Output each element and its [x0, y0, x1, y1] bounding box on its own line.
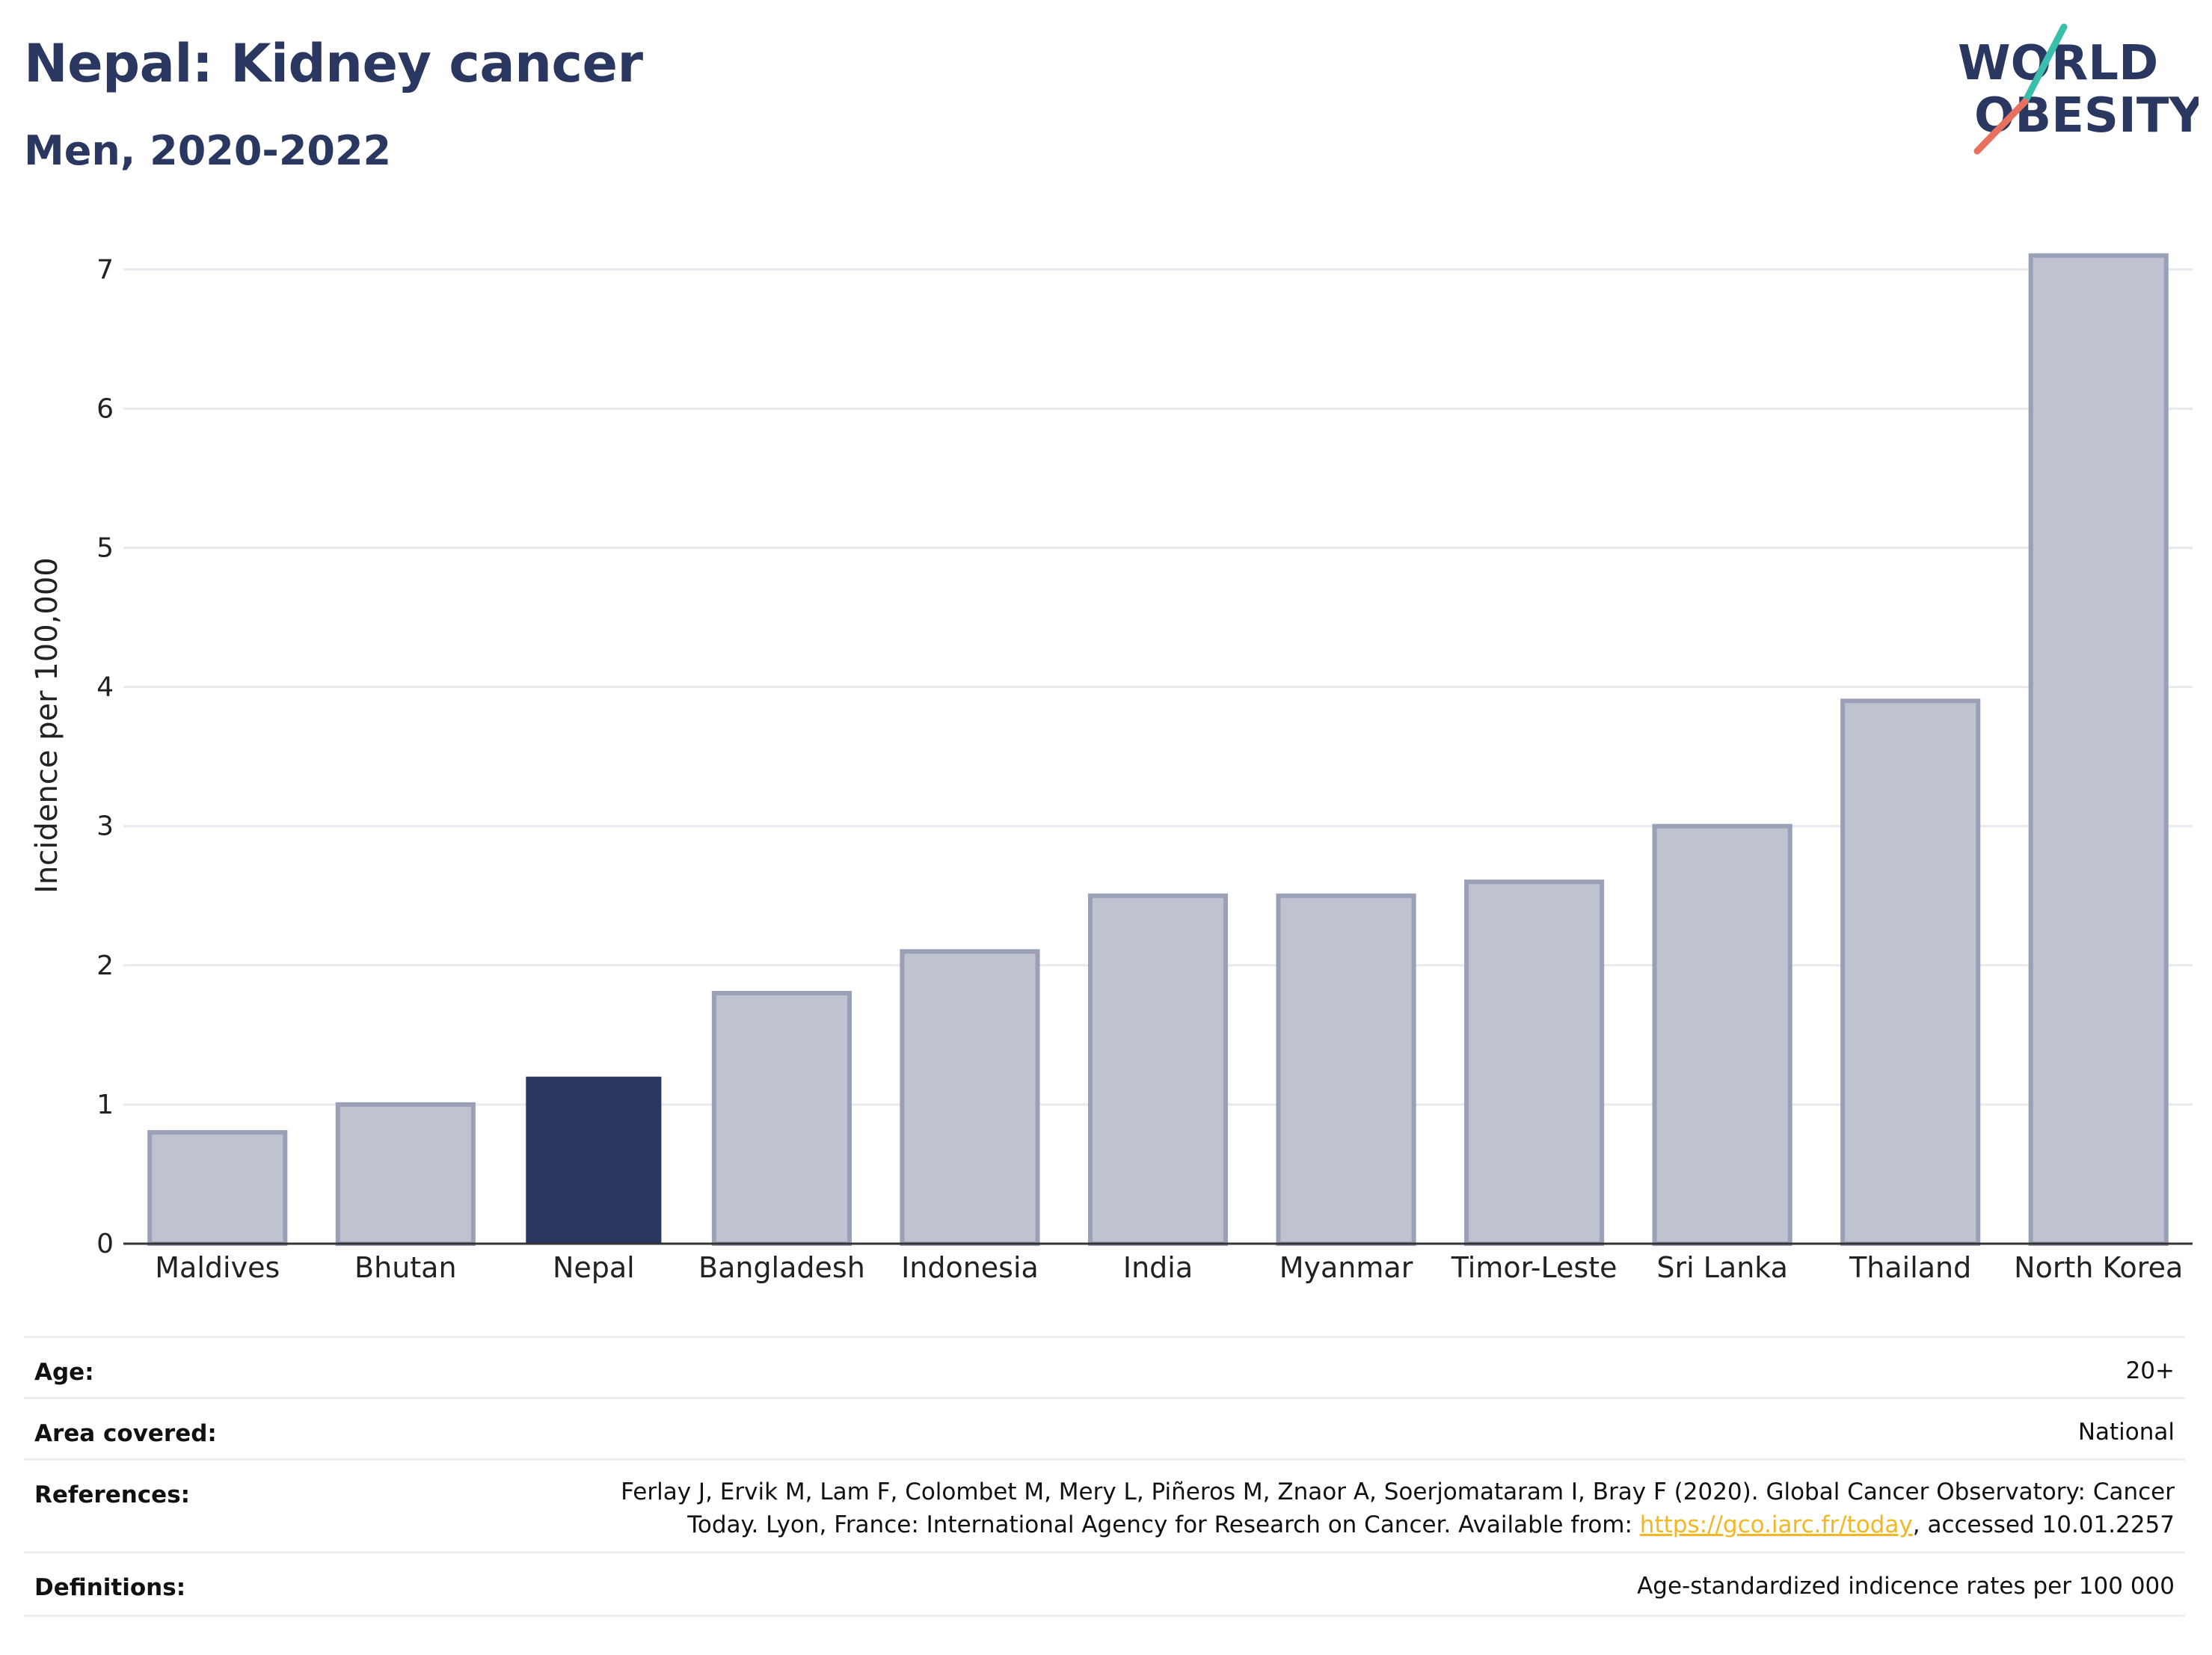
references-line2-pre: Today. Lyon, France: International Agenc…: [687, 1511, 1640, 1538]
bar-north-korea: [2028, 253, 2169, 1247]
bar-indonesia: [900, 949, 1040, 1246]
x-tick-label: Bangladesh: [698, 1251, 865, 1284]
bar-india: [1087, 893, 1229, 1246]
references-label: References:: [34, 1481, 191, 1508]
x-tick-label: North Korea: [2014, 1251, 2183, 1284]
references-line2-post: , accessed 10.01.2257: [1912, 1511, 2175, 1538]
y-tick-label: 7: [96, 254, 114, 285]
logo-slash-teal: [2021, 23, 2068, 105]
y-tick-label: 3: [96, 811, 114, 842]
bar-myanmar: [1276, 893, 1416, 1246]
area-value: National: [2077, 1419, 2175, 1446]
bar-thailand: [1840, 698, 1981, 1246]
x-tick-label: Timor-Leste: [1451, 1251, 1617, 1284]
meta-row-area: Area covered: National: [24, 1397, 2185, 1461]
logo-slash-coral: [1973, 98, 2029, 155]
y-tick-label: 4: [96, 672, 114, 703]
meta-row-age: Age: 20+: [24, 1336, 2185, 1399]
page-title: Nepal: Kidney cancer: [24, 33, 643, 94]
definitions-label: Definitions:: [34, 1574, 186, 1601]
bar-sri-lanka: [1652, 823, 1792, 1246]
bars: [147, 253, 2169, 1247]
x-tick-label: Bhutan: [354, 1251, 457, 1284]
y-tick-label: 5: [96, 533, 114, 564]
bar-chart: 0 1 2 3 4 5 6 7 Maldives Bhutan Nepal Bangladesh In…: [30, 253, 2193, 1284]
x-tick-label: Thailand: [1849, 1251, 1971, 1284]
age-value: 20+: [2125, 1357, 2175, 1384]
page-subtitle: Men, 2020-2022: [24, 127, 392, 174]
meta-row-definitions: Definitions: Age-standardized indicence …: [24, 1551, 2185, 1617]
bar-timor-leste: [1464, 879, 1605, 1246]
area-label: Area covered:: [34, 1420, 217, 1447]
bar-bangladesh: [711, 991, 852, 1247]
references-link[interactable]: https://gco.iarc.fr/today: [1639, 1511, 1913, 1538]
references-value: Ferlay J, Ervik M, Lam F, Colombet M, Me…: [621, 1476, 2175, 1541]
bar-maldives: [147, 1130, 288, 1246]
y-tick-label: 1: [96, 1090, 114, 1120]
y-axis-label: Incidence per 100,000: [30, 557, 64, 894]
age-label: Age:: [34, 1359, 94, 1386]
references-line1: Ferlay J, Ervik M, Lam F, Colombet M, Me…: [621, 1479, 2175, 1505]
y-tick-label: 2: [96, 951, 114, 981]
y-tick-label: 0: [96, 1229, 114, 1259]
meta-row-references: References: Ferlay J, Ervik M, Lam F, Co…: [24, 1458, 2185, 1553]
x-tick-label: Myanmar: [1279, 1251, 1413, 1284]
x-tick-label: Nepal: [553, 1251, 635, 1284]
y-tick-label: 6: [96, 393, 114, 424]
references-line2: Today. Lyon, France: International Agenc…: [621, 1508, 2175, 1541]
bar-nepal: [526, 1076, 662, 1244]
x-tick-label: India: [1123, 1251, 1193, 1284]
world-obesity-logo: WORLD OBESITY: [1958, 23, 2199, 155]
bar-bhutan: [335, 1102, 476, 1247]
x-tick-label: Sri Lanka: [1656, 1251, 1788, 1284]
y-tick-labels: 0 1 2 3 4 5 6 7: [96, 254, 114, 1259]
x-tick-label: Maldives: [155, 1251, 280, 1284]
x-tick-label: Indonesia: [901, 1251, 1039, 1284]
x-tick-labels: Maldives Bhutan Nepal Bangladesh Indonesia In…: [155, 1251, 2183, 1284]
definitions-value: Age-standardized indicence rates per 100…: [1637, 1573, 2175, 1600]
